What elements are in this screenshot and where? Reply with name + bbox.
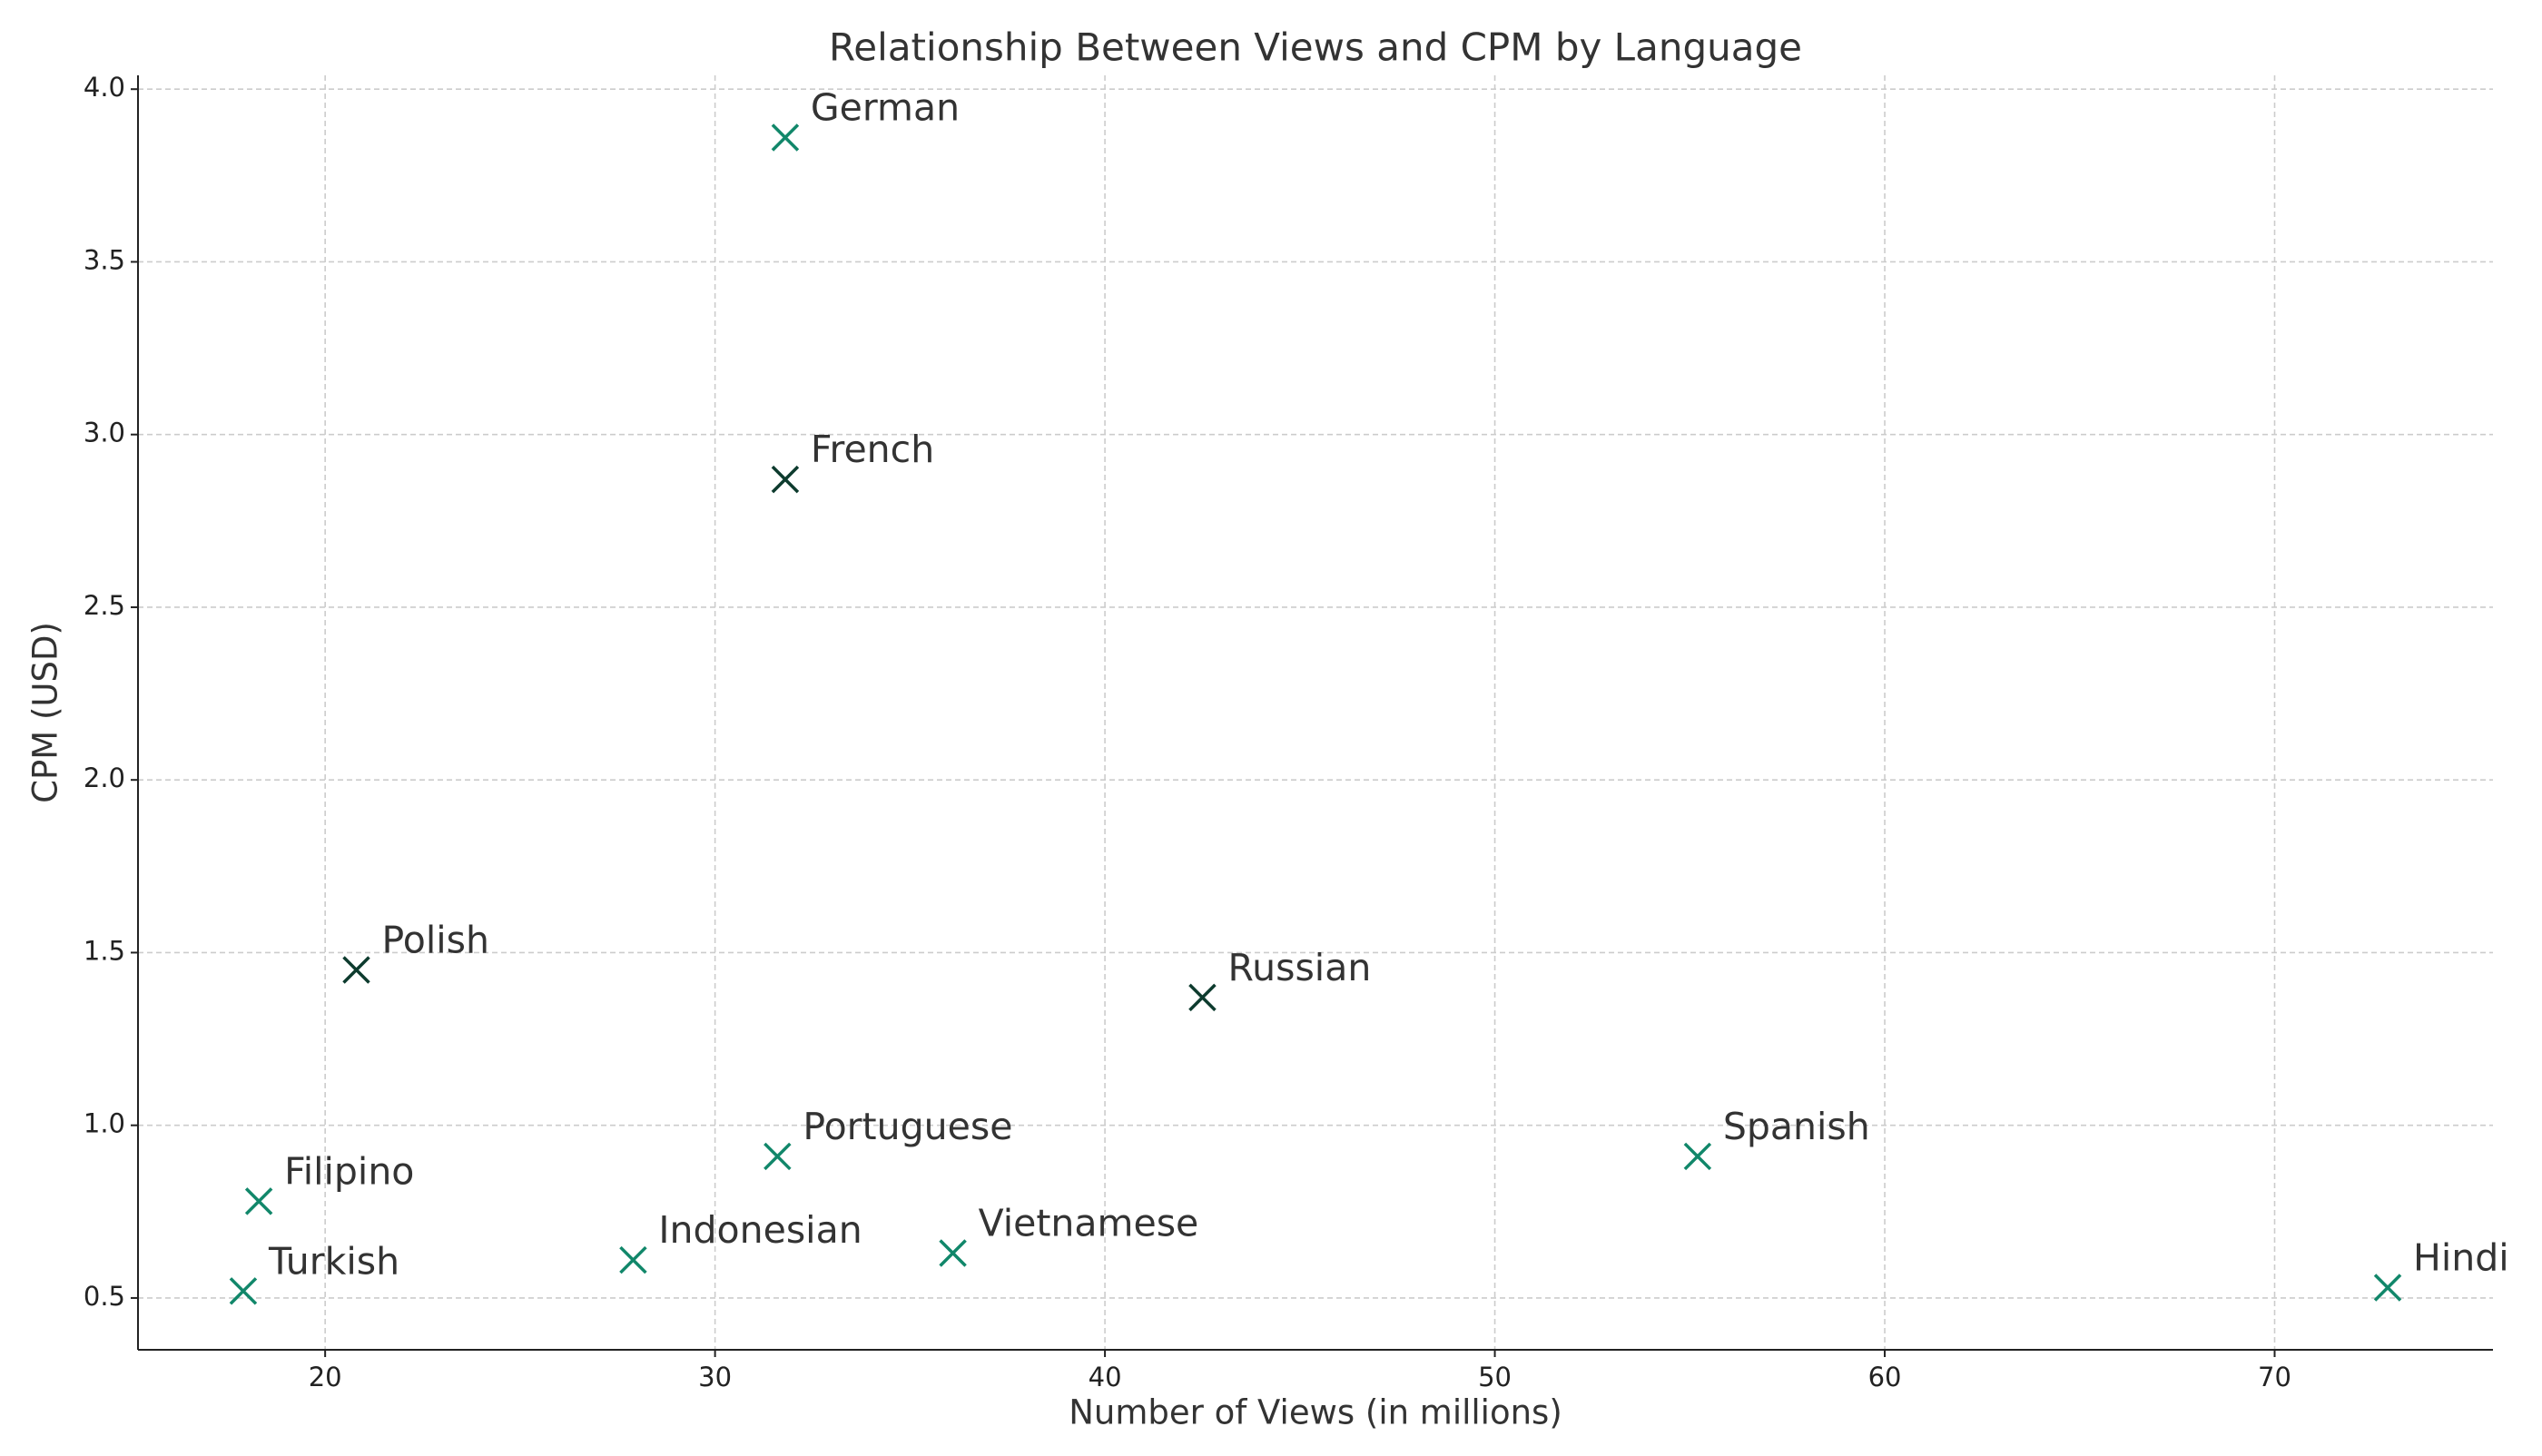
y-tick-label: 4.0	[84, 72, 125, 103]
point-label: German	[811, 85, 960, 129]
point-label: Vietnamese	[979, 1201, 1199, 1244]
point-label: Spanish	[1723, 1105, 1870, 1148]
marker	[619, 1245, 647, 1274]
point-label: Portuguese	[803, 1105, 1012, 1148]
x-tick-label: 30	[698, 1362, 732, 1392]
x-tick-label: 20	[309, 1362, 342, 1392]
point-label: Turkish	[268, 1239, 399, 1283]
point-label: Filipino	[284, 1149, 414, 1193]
y-tick-label: 0.5	[84, 1281, 125, 1312]
x-tick-label: 50	[1478, 1362, 1512, 1392]
marker	[939, 1239, 967, 1267]
y-tick-label: 3.0	[84, 418, 125, 448]
point-label: Polish	[382, 918, 489, 961]
x-tick-label: 40	[1089, 1362, 1122, 1392]
x-axis-label: Number of Views (in millions)	[1069, 1393, 1562, 1432]
marker	[1188, 983, 1217, 1012]
marker	[1683, 1142, 1712, 1171]
x-tick-label: 70	[2258, 1362, 2291, 1392]
marker	[771, 123, 800, 152]
y-tick-label: 1.0	[84, 1108, 125, 1139]
y-axis-label: CPM (USD)	[26, 622, 65, 803]
y-tick-label: 2.5	[84, 590, 125, 621]
point-label: French	[811, 428, 934, 471]
x-tick-label: 60	[1868, 1362, 1902, 1392]
marker	[229, 1277, 258, 1305]
chart-title: Relationship Between Views and CPM by La…	[829, 25, 1802, 70]
y-tick-label: 1.5	[84, 935, 125, 966]
point-label: Russian	[1227, 946, 1371, 989]
marker	[244, 1187, 273, 1215]
marker	[2373, 1274, 2402, 1302]
marker	[342, 956, 370, 984]
y-tick-label: 2.0	[84, 762, 125, 793]
point-label: Hindi	[2413, 1236, 2509, 1280]
y-tick-label: 3.5	[84, 244, 125, 275]
marker	[771, 465, 800, 494]
point-label: Indonesian	[658, 1208, 862, 1252]
marker	[764, 1142, 792, 1171]
